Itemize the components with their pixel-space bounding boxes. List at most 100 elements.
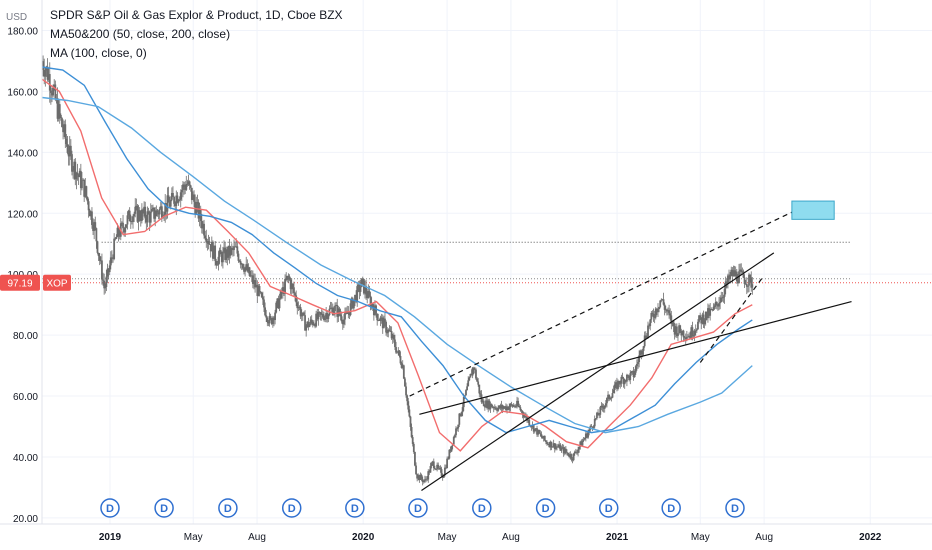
candle-body [417,475,420,479]
candle-body [259,291,262,293]
candle-body [76,172,79,175]
candle-body [247,267,250,272]
dividend-marker[interactable] [154,498,174,518]
candle-body [609,398,612,400]
candle-body [206,241,209,243]
candle-body [87,201,90,211]
candle-body [412,443,415,452]
candle-body [422,480,425,482]
candle-body [185,184,188,190]
x-tick-label: 2021 [606,532,629,543]
candle-body [341,321,344,325]
dividend-marker[interactable] [345,498,365,518]
indicator-ma50-200[interactable]: MA50&200 (50, close, 200, close) [50,27,230,41]
candle-body [366,294,369,299]
candle-body [270,318,273,324]
candle-body [715,302,718,305]
dividend-marker[interactable] [725,498,745,518]
candle-body [146,211,149,223]
candle-body [657,309,659,313]
candle-body [538,429,541,434]
candle-body [121,222,123,224]
y-tick-label: 40.00 [13,453,38,464]
dividend-marker[interactable] [100,498,120,518]
candle-body [419,474,422,480]
candle-body [519,407,522,411]
x-tick-label: Aug [248,532,266,543]
candle-body [319,312,322,315]
candle-body [687,336,689,338]
candle-body [508,407,511,410]
candle-body [78,170,81,178]
candle-body [566,452,568,453]
candle-body [177,200,180,203]
candle-body [431,461,434,464]
dividend-marker[interactable] [598,498,619,518]
channel-trendline[interactable] [419,301,852,415]
candle-body [258,286,261,292]
dividend-marker[interactable] [408,498,428,518]
candle-body [184,187,187,190]
dividend-marker[interactable] [661,498,681,518]
candle-body [293,287,295,294]
candle-body [289,279,292,290]
candle-body [255,284,258,288]
candle-body [310,319,313,322]
candle-body [700,317,703,324]
channel-trendline[interactable] [421,252,775,491]
candle-body [651,312,654,314]
candle-body [453,435,456,438]
candle-body [472,367,475,370]
candle-body [248,267,251,276]
candle-body [699,315,702,318]
candle-body [294,293,296,296]
candle-body [117,227,120,236]
candle-body [669,313,672,316]
candle-body [176,195,179,203]
candle-body [455,428,457,436]
dividend-marker[interactable] [472,498,492,518]
indicator-ma100[interactable]: MA (100, close, 0) [50,46,147,60]
candle-body [326,313,329,319]
dividend-marker[interactable] [281,498,302,518]
candle-body [569,454,572,457]
candle-body [220,254,223,263]
candle-body [572,453,575,461]
candle-body [493,407,496,409]
chart-title[interactable]: SPDR S&P Oil & Gas Explor & Product, 1D,… [50,8,343,22]
candle-body [88,210,91,217]
trendlines[interactable] [409,206,852,491]
candle-body [728,275,730,280]
candle-body [733,270,736,277]
candle-body [213,245,215,259]
dividend-marker[interactable] [535,498,556,518]
candle-body [652,313,655,318]
candle-body [654,308,657,318]
candle-body [394,339,396,348]
candle-body [98,256,101,261]
target-box[interactable] [791,200,835,220]
candle-body [518,405,521,408]
candle-body [133,213,136,217]
candle-body [354,294,356,300]
candle-body [48,74,51,91]
candle-body [723,288,726,297]
candle-body [649,319,652,327]
candle-body [530,426,533,428]
dividend-label: D [542,503,550,515]
dashed-trendline[interactable] [699,276,764,363]
target-box-layer[interactable] [791,200,835,220]
candle-body [702,314,705,325]
candle-body [127,210,130,216]
candle-body [598,414,601,416]
dashed-trendline[interactable] [409,206,803,397]
candle-body [447,458,450,460]
candle-body [421,479,424,482]
dividend-marker[interactable] [218,498,238,518]
candle-body [89,211,92,217]
candle-body [278,298,281,309]
candle-body [426,478,429,480]
candle-body [703,320,706,325]
